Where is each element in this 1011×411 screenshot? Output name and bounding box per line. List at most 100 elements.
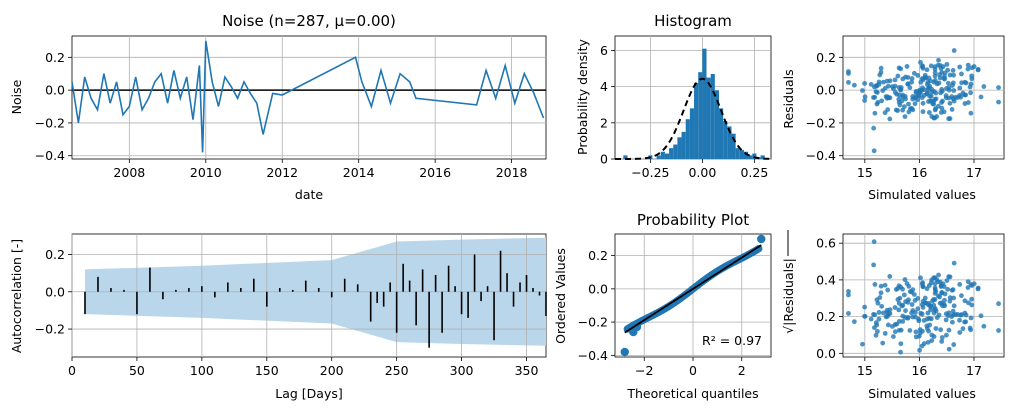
residuals-point-7 bbox=[965, 62, 971, 68]
residuals-ytick-label-2: 0.0 bbox=[816, 83, 836, 98]
scale-location-point-107 bbox=[951, 295, 957, 301]
scale-location-point-139 bbox=[905, 315, 911, 321]
residuals-point-172 bbox=[891, 86, 896, 92]
residuals-point-226 bbox=[900, 92, 906, 98]
residuals-point-71 bbox=[949, 107, 955, 112]
scale-location-point-120 bbox=[921, 341, 927, 346]
probplot-tick-labels: −2 0 2 −0.4 −0.2 0.0 0.2 bbox=[578, 248, 746, 378]
histogram-normal-fit bbox=[615, 77, 771, 160]
residuals-point-121 bbox=[905, 75, 911, 80]
scale-location-point-217 bbox=[978, 313, 984, 319]
scale-location-point-92 bbox=[915, 306, 921, 312]
histogram-bar-12 bbox=[698, 72, 703, 159]
scale-location-point-163 bbox=[957, 282, 963, 287]
residuals-point-174 bbox=[933, 90, 939, 96]
residuals-point-23 bbox=[862, 81, 868, 86]
scale-location-point-200 bbox=[928, 307, 933, 313]
residuals-point-195 bbox=[927, 83, 933, 89]
residuals-point-73 bbox=[936, 80, 942, 86]
residuals-point-157 bbox=[951, 98, 957, 104]
scale-location-point-157 bbox=[951, 303, 957, 309]
residuals-point-90 bbox=[932, 73, 938, 79]
residuals-point-46 bbox=[945, 67, 951, 73]
scale-location-point-101 bbox=[909, 302, 915, 307]
scale-location-point-160 bbox=[892, 329, 898, 335]
scale-location-point-54 bbox=[860, 341, 865, 347]
residuals-point-145 bbox=[885, 107, 891, 113]
residuals-point-218 bbox=[876, 82, 882, 87]
residuals-point-150 bbox=[942, 76, 948, 82]
scale-location-point-51 bbox=[885, 322, 891, 328]
residuals-point-220 bbox=[921, 92, 927, 98]
scale-location-point-88 bbox=[912, 298, 918, 303]
scale-location-point-100 bbox=[932, 287, 938, 292]
scale-location-point-172 bbox=[891, 334, 896, 339]
scale-location-point-48 bbox=[880, 340, 886, 346]
scale-location-point-191 bbox=[938, 327, 944, 333]
scale-location-point-197 bbox=[975, 286, 981, 292]
residuals-point-136 bbox=[920, 85, 925, 91]
scale-location-xtick-label-1: 16 bbox=[911, 363, 927, 378]
scale-location-point-212 bbox=[922, 300, 928, 306]
scale-location-point-45 bbox=[918, 275, 923, 281]
scale-location-point-73 bbox=[936, 312, 942, 318]
residuals-point-169 bbox=[926, 110, 932, 115]
residuals-point-20 bbox=[915, 73, 921, 78]
histogram-bar-9 bbox=[685, 119, 690, 159]
residuals-point-187 bbox=[872, 110, 878, 116]
residuals-point-225 bbox=[884, 95, 890, 101]
scale-location-point-117 bbox=[925, 339, 931, 345]
residuals-point-81 bbox=[962, 101, 968, 106]
scale-location-point-74 bbox=[862, 313, 868, 319]
acf-xtick-label-5: 250 bbox=[385, 363, 409, 378]
noise-ylabel: Noise bbox=[9, 79, 24, 114]
probplot-ytick-label-0: −0.4 bbox=[578, 348, 608, 363]
scale-location-point-221 bbox=[951, 260, 957, 266]
probplot-r2-annotation: R² = 0.97 bbox=[702, 333, 762, 348]
probplot-ytick-label-3: 0.2 bbox=[588, 248, 608, 263]
scale-location-xtick-label-2: 17 bbox=[966, 363, 982, 378]
residuals-point-149 bbox=[941, 109, 947, 115]
residuals-point-214 bbox=[862, 98, 868, 103]
residuals-point-30 bbox=[959, 71, 964, 77]
residuals-point-158 bbox=[917, 89, 923, 95]
probplot-xlabel: Theoretical quantiles bbox=[626, 386, 758, 401]
scale-location-point-207 bbox=[935, 279, 941, 285]
noise-ytick-label-3: 0.2 bbox=[45, 50, 65, 65]
histogram-ytick-label-0: 0 bbox=[600, 152, 608, 167]
probplot-panel: −2 0 2 −0.4 −0.2 0.0 0.2 Probability Plot Theo… bbox=[553, 211, 772, 401]
scale-location-point-58 bbox=[942, 297, 947, 303]
probplot-xtick-label-1: 0 bbox=[689, 363, 697, 378]
residuals-point-142 bbox=[947, 116, 953, 121]
scale-location-point-165 bbox=[877, 295, 883, 300]
acf-xtick-label-7: 350 bbox=[515, 363, 539, 378]
scale-location-point-67 bbox=[963, 312, 969, 318]
residuals-point-203 bbox=[896, 92, 902, 98]
scale-location-point-214 bbox=[862, 304, 868, 310]
residuals-point-98 bbox=[892, 77, 898, 83]
scale-location-point-44 bbox=[875, 300, 881, 306]
scale-location-point-180 bbox=[968, 282, 974, 287]
residuals-point-186 bbox=[946, 85, 952, 90]
scale-location-point-132 bbox=[906, 297, 911, 303]
residuals-point-223 bbox=[936, 57, 941, 63]
scale-location-point-198 bbox=[900, 313, 906, 319]
residuals-point-215 bbox=[871, 125, 877, 131]
scale-location-point-50 bbox=[880, 310, 886, 316]
residuals-point-178 bbox=[902, 114, 908, 120]
residuals-point-127 bbox=[969, 65, 975, 71]
scale-location-point-222 bbox=[955, 311, 960, 317]
scale-location-point-201 bbox=[947, 298, 953, 304]
residuals-point-62 bbox=[901, 104, 907, 110]
residuals-point-208 bbox=[945, 80, 951, 86]
residuals-point-100 bbox=[932, 107, 938, 113]
scale-location-point-143 bbox=[943, 332, 949, 338]
residuals-point-5 bbox=[920, 109, 926, 115]
scale-location-xlabel: Simulated values bbox=[868, 386, 976, 401]
histogram-bar-21 bbox=[735, 148, 740, 159]
residuals-point-180 bbox=[968, 110, 974, 116]
residuals-point-211 bbox=[928, 63, 934, 69]
probplot-ytick-label-2: 0.0 bbox=[588, 281, 608, 296]
residuals-point-43 bbox=[957, 85, 963, 91]
